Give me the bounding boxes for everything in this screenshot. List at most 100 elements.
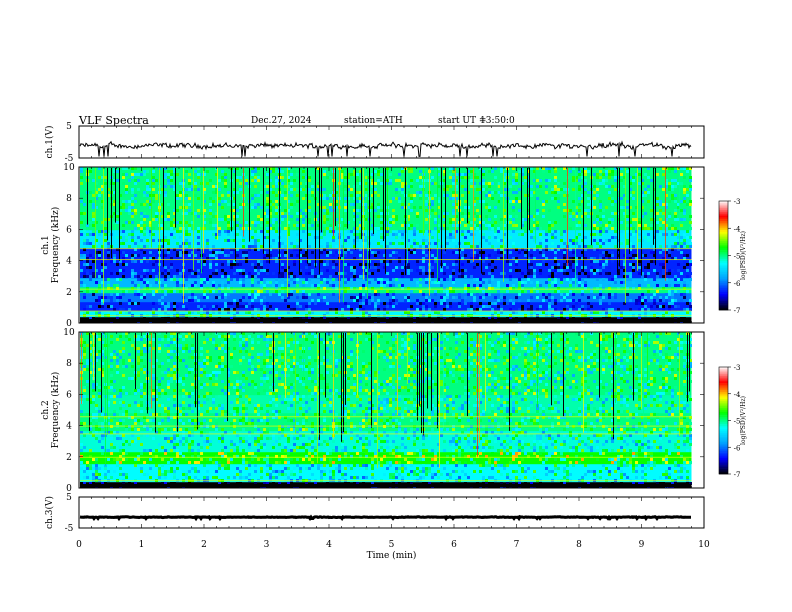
spectrogram-cell [227, 458, 230, 461]
spectrogram-cell [689, 242, 692, 245]
spectrogram-cell [275, 236, 278, 239]
spectrogram-cell [566, 278, 569, 281]
spectrogram-cell [491, 191, 494, 194]
spectrogram-cell [422, 305, 425, 308]
spectrogram-cell [419, 272, 422, 275]
spectrogram-cell [167, 173, 170, 176]
spectrogram-cell [644, 224, 647, 227]
spectrogram-cell [236, 236, 239, 239]
spectrogram-cell [227, 380, 230, 383]
spectrogram-cell [671, 293, 674, 296]
spectrogram-cell [545, 281, 548, 284]
spectrogram-cell [92, 203, 95, 206]
spectrogram-cell [296, 224, 299, 227]
spectrogram-cell [455, 188, 458, 191]
spectrogram-cell [392, 215, 395, 218]
spectrogram-cell [596, 248, 599, 251]
spectrogram-cell [146, 260, 149, 263]
spectrogram-cell [401, 188, 404, 191]
spectrogram-cell [464, 215, 467, 218]
spectrogram-cell [149, 350, 152, 353]
spectrogram-cell [170, 416, 173, 419]
spectrogram-cell [182, 455, 185, 458]
spectrogram-cell [224, 254, 227, 257]
spectrogram-cell [107, 470, 110, 473]
spectrogram-cell [116, 365, 119, 368]
spectrogram-cell [170, 278, 173, 281]
spectrogram-cell [467, 206, 470, 209]
spectrogram-cell [263, 269, 266, 272]
spectrogram-cell [254, 176, 257, 179]
spectrogram-cell [380, 218, 383, 221]
spectrogram-cell [119, 236, 122, 239]
sferic-mark [347, 168, 348, 229]
spectrogram-cell [527, 197, 530, 200]
spectrogram-cell [602, 317, 605, 320]
spectrogram-cell [596, 233, 599, 236]
spectrogram-cell [344, 179, 347, 182]
spectrogram-cell [185, 347, 188, 350]
spectrogram-cell [206, 311, 209, 314]
sferic-mark [385, 168, 386, 274]
spectrogram-cell [152, 389, 155, 392]
spectrogram-cell [224, 296, 227, 299]
spectrogram-cell [356, 317, 359, 320]
spectrogram-cell [347, 263, 350, 266]
spectrogram-cell [416, 302, 419, 305]
spectrogram-cell [206, 470, 209, 473]
spectrogram-cell [473, 251, 476, 254]
spectrogram-cell [170, 377, 173, 380]
spectrogram-cell [392, 257, 395, 260]
sferic-mark [151, 168, 152, 248]
spectrogram-cell [188, 407, 191, 410]
spectrogram-cell [335, 311, 338, 314]
spectrogram-cell [239, 269, 242, 272]
spectrogram-cell [632, 233, 635, 236]
spectrogram-cell [632, 176, 635, 179]
spectral-line [80, 259, 692, 261]
spectrogram-cell [143, 461, 146, 464]
spectrogram-cell [656, 317, 659, 320]
spectrogram-cell [140, 410, 143, 413]
spectrogram-cell [473, 218, 476, 221]
spectrogram-cell [371, 173, 374, 176]
spectrogram-cell [632, 191, 635, 194]
spectrogram-cell [488, 287, 491, 290]
spectrogram-cell [548, 284, 551, 287]
spectrogram-cell [227, 467, 230, 470]
spectrogram-cell [194, 452, 197, 455]
spectrogram-cell [332, 278, 335, 281]
spectrogram-cell [599, 263, 602, 266]
spectrogram-cell [209, 332, 212, 335]
spectrogram-cell [380, 287, 383, 290]
spectrogram-cell [200, 446, 203, 449]
spectrogram-cell [398, 179, 401, 182]
spectrogram-cell [335, 200, 338, 203]
spectrogram-cell [335, 317, 338, 320]
spectrogram-cell [281, 263, 284, 266]
spectrogram-cell [158, 380, 161, 383]
spectrogram-cell [215, 476, 218, 479]
spectrogram-cell [611, 200, 614, 203]
spectrogram-cell [332, 293, 335, 296]
spectrogram-cell [368, 290, 371, 293]
spectrogram-cell [467, 290, 470, 293]
spectrogram-cell [158, 347, 161, 350]
spectrogram-cell [476, 263, 479, 266]
spectrogram-cell [431, 254, 434, 257]
spectrogram-cell [680, 299, 683, 302]
spectrogram-cell [293, 203, 296, 206]
spectrogram-cell [80, 353, 692, 357]
spectrogram-cell [656, 305, 659, 308]
spectrogram-cell [155, 194, 158, 197]
sferic-mark [319, 168, 320, 275]
spectrogram-cell [641, 272, 644, 275]
spectrogram-cell [86, 368, 89, 371]
spectrogram-cell [161, 296, 164, 299]
spectrogram-cell [209, 263, 212, 266]
spectrogram-cell [248, 272, 251, 275]
spectrogram-cell [353, 266, 356, 269]
spectrogram-cell [536, 245, 539, 248]
spectrogram-cell [239, 206, 242, 209]
spectrogram-cell [152, 437, 155, 440]
